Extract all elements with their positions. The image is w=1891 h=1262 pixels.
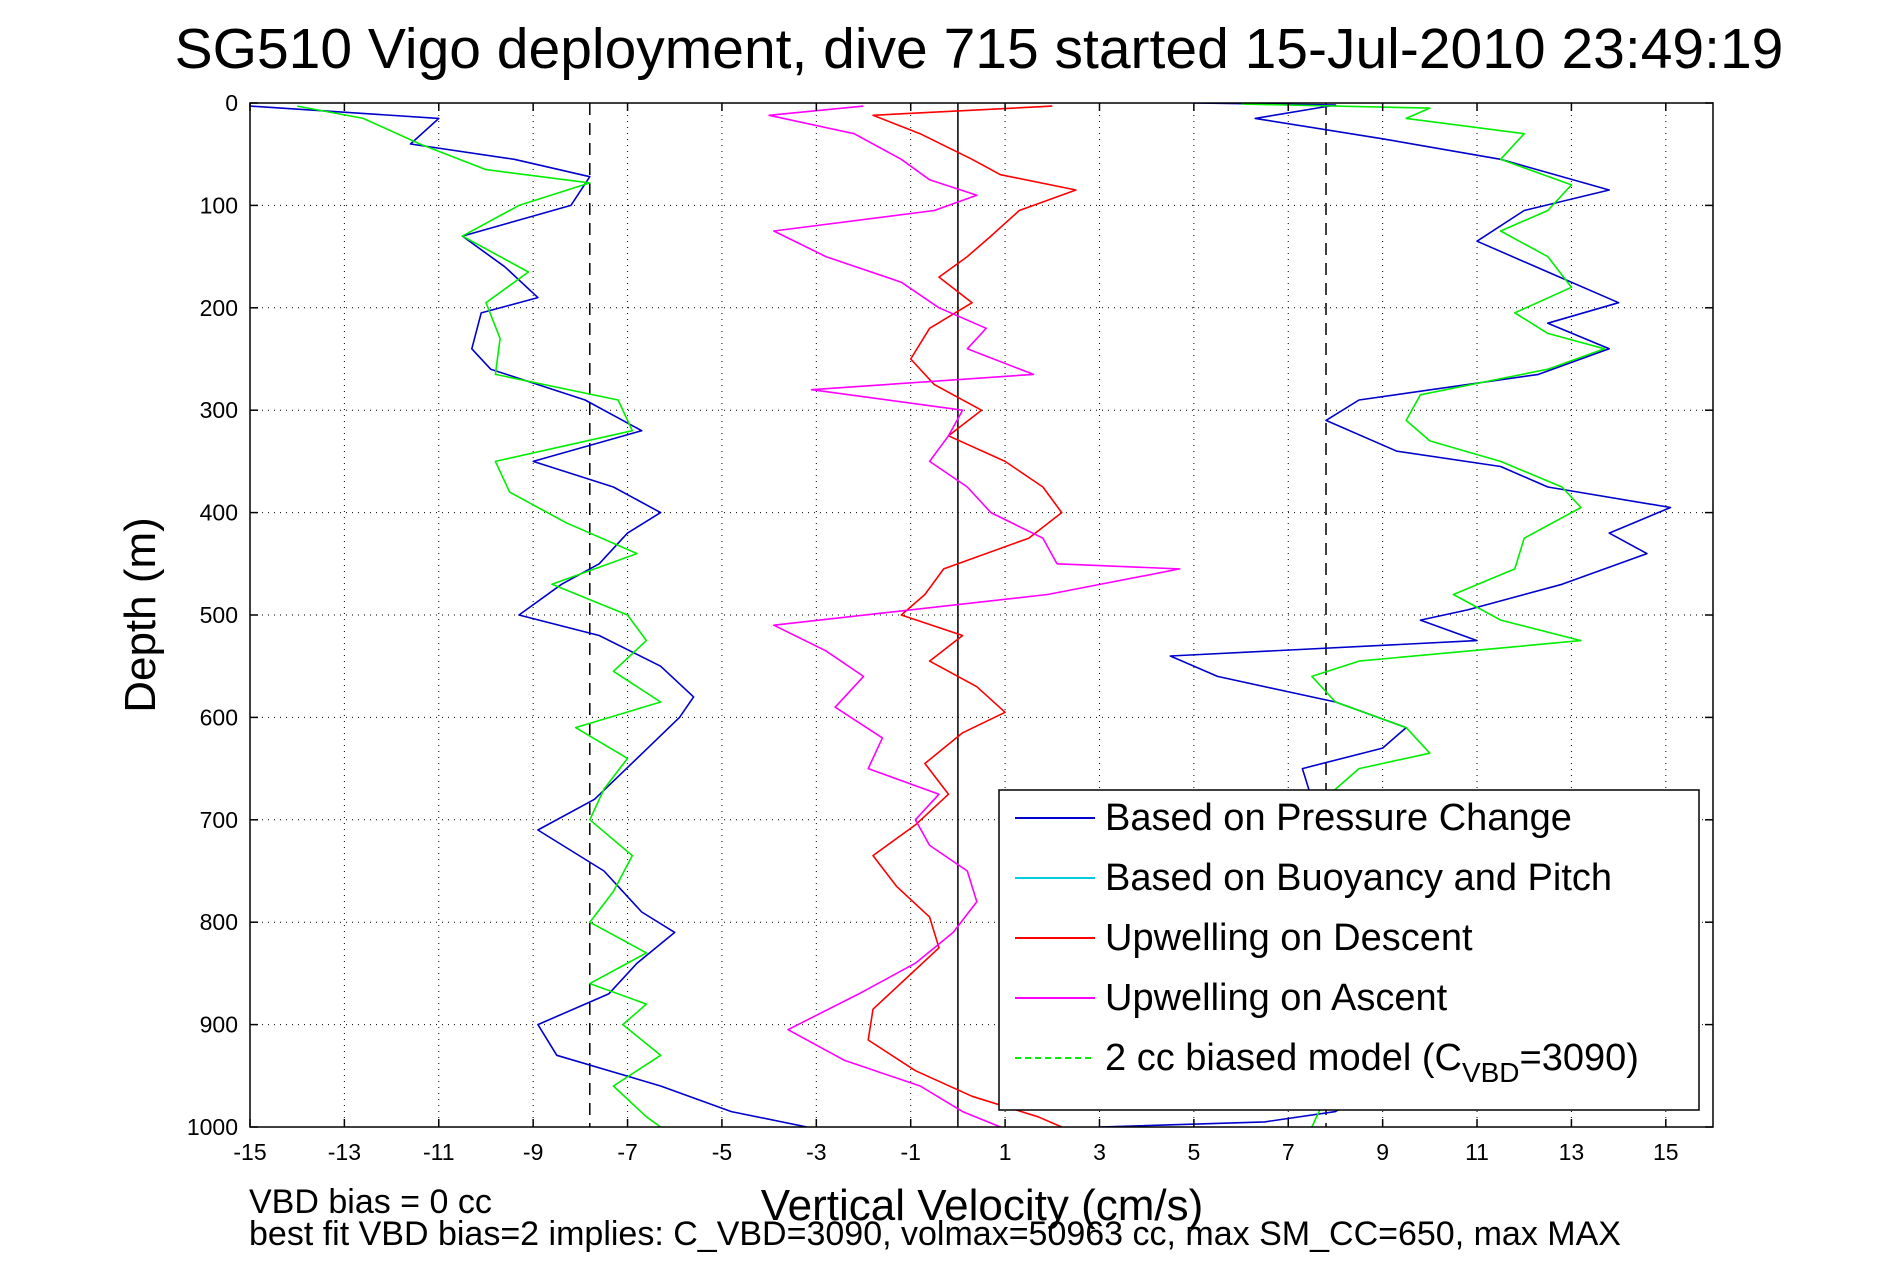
series-line-5 [867, 105, 1077, 1127]
y-tick-label: 300 [200, 397, 238, 423]
y-tick-label: 700 [200, 807, 238, 833]
y-tick-label: 0 [225, 90, 238, 116]
legend-label-2: Based on Buoyancy and Pitch [1105, 857, 1612, 899]
x-tick-label: 13 [1559, 1139, 1585, 1165]
x-tick-label: -13 [328, 1139, 361, 1165]
x-tick-label: 3 [1093, 1139, 1106, 1165]
y-axis-label: Depth (m) [116, 517, 165, 713]
chart-title: SG510 Vigo deployment, dive 715 started … [175, 17, 1784, 81]
best-fit-note: best fit VBD bias=2 implies: C_VBD=3090,… [249, 1215, 1621, 1253]
x-tick-label: -5 [712, 1139, 732, 1165]
y-tick-label: 100 [200, 192, 238, 218]
y-tick-label: 800 [200, 909, 238, 935]
legend-box [998, 789, 1700, 1111]
x-tick-label: 11 [1465, 1139, 1489, 1165]
series-line-3 [297, 105, 662, 1127]
legend-label-3: Upwelling on Descent [1105, 917, 1473, 959]
x-tick-label: -15 [233, 1139, 266, 1165]
x-tick-label: -11 [423, 1139, 455, 1165]
x-tick-label: 1 [999, 1139, 1012, 1165]
y-tick-label: 600 [200, 704, 238, 730]
legend-label-5: 2 cc biased model (CVBD=3090) [1105, 1037, 1639, 1088]
reference-lines [589, 103, 1327, 1127]
y-tick-label: 900 [200, 1012, 238, 1038]
x-tick-label: -9 [523, 1139, 543, 1165]
x-tick-label: 7 [1282, 1139, 1295, 1165]
x-tick-label: 15 [1653, 1139, 1679, 1165]
legend: Based on Pressure Change Based on Buoyanc… [998, 789, 1700, 1111]
axis-ticks: -15 -13 -11 -9 -7 -5 -3 -1 1 3 5 7 9 11 13 150100200300… [187, 90, 1713, 1165]
x-axis-label: Vertical Velocity (cm/s) [761, 1181, 1204, 1230]
x-tick-label: 9 [1376, 1139, 1389, 1165]
y-tick-label: 500 [200, 602, 238, 628]
y-tick-label: 400 [200, 500, 238, 526]
x-tick-label: -1 [900, 1139, 920, 1165]
vbd-bias-note: VBD bias = 0 cc [249, 1183, 492, 1221]
x-tick-label: -3 [806, 1139, 826, 1165]
x-tick-label: 5 [1187, 1139, 1200, 1165]
x-tick-label: -7 [617, 1139, 637, 1165]
series-line-6 [768, 105, 1181, 1127]
y-tick-label: 1000 [187, 1114, 238, 1140]
y-tick-label: 200 [200, 295, 238, 321]
legend-label-1: Based on Pressure Change [1105, 797, 1572, 839]
legend-label-4: Upwelling on Ascent [1105, 977, 1448, 1019]
